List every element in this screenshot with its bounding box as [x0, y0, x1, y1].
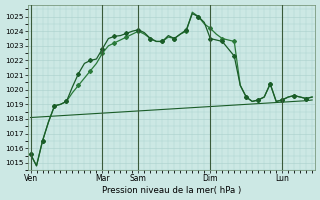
X-axis label: Pression niveau de la mer( hPa ): Pression niveau de la mer( hPa )	[102, 186, 241, 195]
